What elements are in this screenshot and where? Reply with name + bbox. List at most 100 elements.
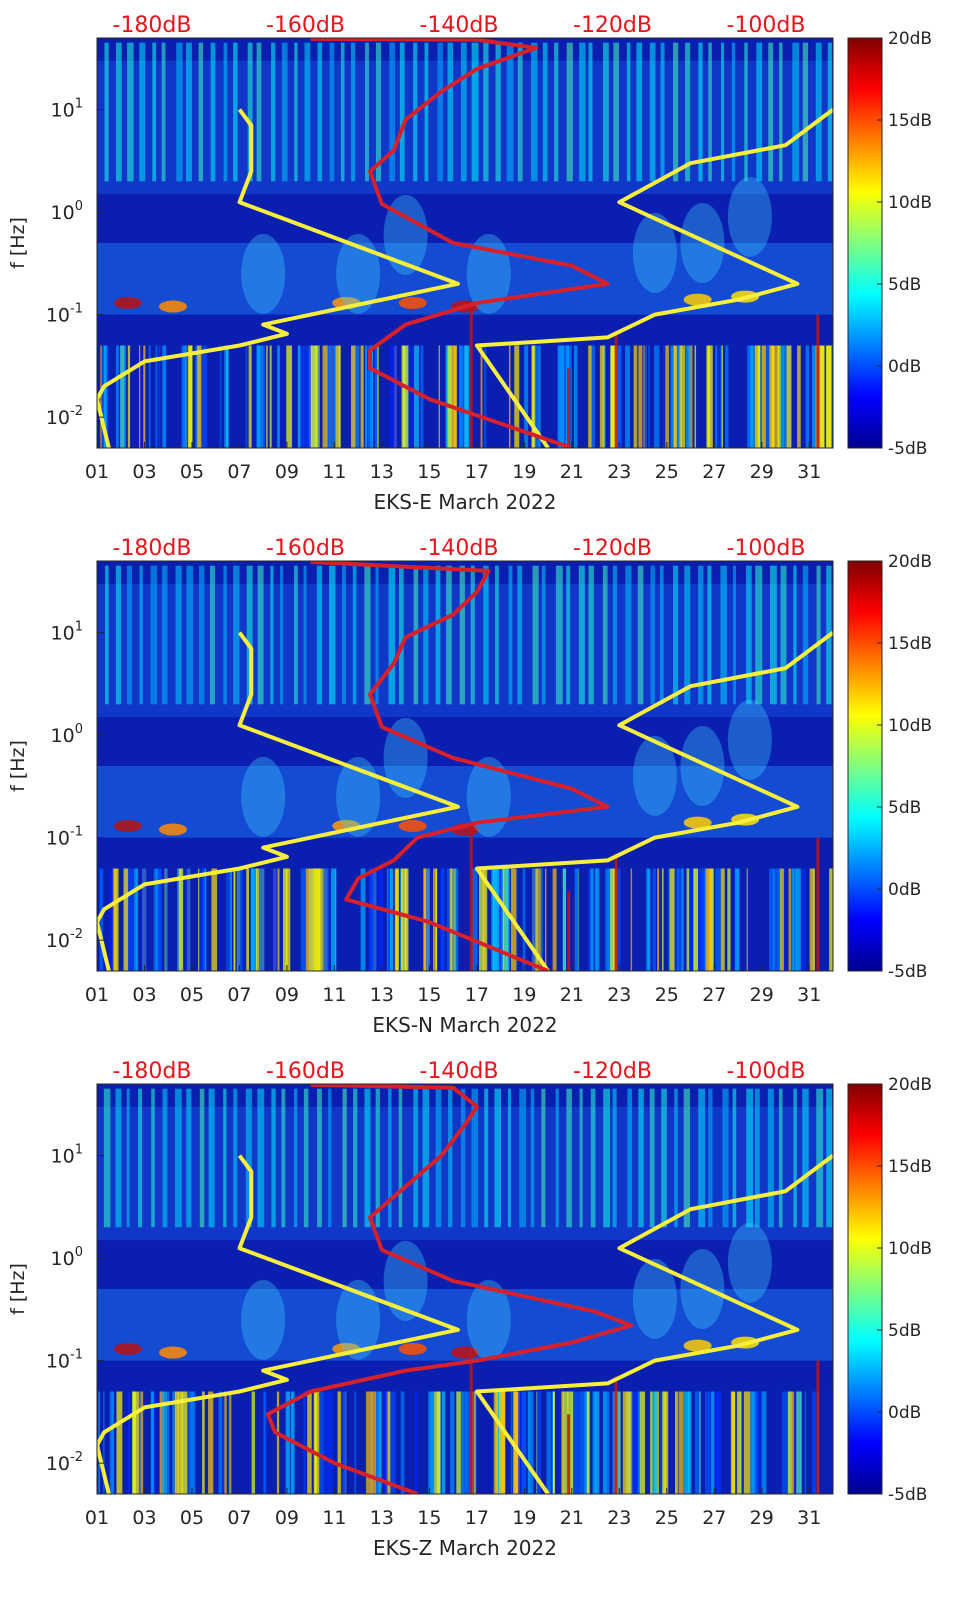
low-freq-column	[105, 345, 107, 448]
low-freq-column	[797, 345, 801, 448]
noise-streak	[507, 1088, 511, 1228]
low-freq-column	[491, 868, 495, 971]
low-freq-column	[667, 345, 671, 448]
low-freq-column	[155, 868, 158, 971]
storm-blob	[158, 1346, 187, 1359]
x-tick-label: 29	[750, 1507, 774, 1529]
event-spike	[567, 1414, 571, 1494]
noise-streak	[684, 565, 691, 705]
low-freq-column	[732, 1391, 736, 1494]
x-tick-label: 03	[132, 1507, 156, 1529]
x-tick-label: 27	[702, 461, 726, 483]
low-freq-column	[334, 868, 336, 971]
noise-streak	[673, 565, 679, 705]
low-freq-column	[602, 1391, 607, 1494]
top-db-label: -160dB	[266, 13, 345, 38]
low-freq-column	[825, 345, 832, 448]
low-freq-column	[434, 868, 438, 971]
y-tick-label: 10-2	[46, 1450, 83, 1475]
x-tick-label: 17	[465, 1507, 489, 1529]
colorbar-label: 20dB	[888, 1075, 932, 1095]
colorbar-gradient	[847, 560, 883, 972]
low-freq-column	[482, 868, 485, 971]
low-freq-column	[460, 1391, 464, 1494]
x-tick-label: 23	[607, 461, 631, 483]
noise-streak	[447, 42, 454, 182]
y-tick-label: 101	[51, 1143, 83, 1168]
low-freq-column	[650, 1391, 653, 1494]
low-freq-column	[589, 868, 594, 971]
noise-streak	[744, 42, 748, 182]
low-freq-column	[754, 1391, 760, 1494]
low-freq-column	[326, 1391, 333, 1494]
low-freq-column	[518, 1391, 524, 1494]
noise-model-curve-2	[474, 630, 833, 971]
low-freq-column	[637, 1391, 639, 1494]
noise-streak	[233, 565, 240, 705]
noise-streak	[673, 42, 679, 182]
colorbar-gradient	[847, 1083, 883, 1495]
low-freq-column	[831, 1391, 833, 1494]
noise-streak	[247, 42, 253, 182]
low-freq-column	[531, 345, 536, 448]
microseism-plume	[632, 1258, 677, 1339]
low-freq-column	[229, 868, 232, 971]
low-freq-column	[749, 345, 755, 448]
noise-streak	[424, 42, 429, 182]
event-spike	[816, 314, 820, 448]
low-freq-column	[386, 868, 392, 971]
low-freq-column	[610, 868, 615, 971]
noise-streak	[210, 42, 216, 182]
low-freq-column	[781, 1391, 788, 1494]
top-db-label: -120dB	[573, 13, 652, 38]
x-tick-label: 01	[85, 1507, 109, 1529]
microseism-plume	[727, 1222, 772, 1303]
low-freq-column	[414, 1391, 418, 1494]
low-freq-column	[647, 868, 651, 971]
low-freq-column	[324, 1391, 327, 1494]
low-freq-column	[586, 1391, 590, 1494]
low-freq-column	[801, 868, 806, 971]
low-freq-column	[778, 868, 782, 971]
low-freq-column	[680, 345, 686, 448]
low-freq-column	[314, 1391, 317, 1494]
low-freq-column	[482, 868, 488, 971]
low-freq-column	[780, 868, 784, 971]
low-freq-column	[354, 1391, 357, 1494]
noise-streak	[459, 565, 465, 705]
low-freq-column	[792, 868, 794, 971]
colorbar-label: -5dB	[888, 439, 927, 459]
noise-streak	[603, 1088, 611, 1228]
low-freq-column	[446, 868, 449, 971]
noise-streak	[223, 565, 227, 705]
low-freq-column	[303, 1391, 306, 1494]
low-freq-column	[269, 345, 272, 448]
microseism-plume	[632, 212, 677, 293]
noise-streak	[531, 42, 538, 182]
noise-streak	[495, 565, 499, 705]
psd-curve	[310, 38, 610, 448]
low-freq-column	[276, 1391, 280, 1494]
low-freq-column	[546, 1391, 552, 1494]
low-freq-column	[389, 345, 395, 448]
low-freq-column	[780, 345, 784, 448]
microseism-plume	[241, 233, 286, 314]
x-tick-label: 17	[465, 984, 489, 1006]
noise-streak	[139, 565, 143, 705]
noise-streak	[793, 1088, 797, 1228]
low-freq-column	[116, 1391, 123, 1494]
low-freq-column	[605, 868, 611, 971]
low-freq-column	[594, 1391, 600, 1494]
noise-streak	[649, 1088, 655, 1228]
noise-streak	[460, 42, 467, 182]
low-freq-column	[323, 868, 330, 971]
low-freq-column	[337, 1391, 340, 1494]
low-freq-column	[592, 1391, 597, 1494]
x-tick-label: 03	[132, 984, 156, 1006]
low-freq-column	[716, 1391, 722, 1494]
low-freq-column	[663, 345, 665, 448]
low-freq-column	[747, 345, 751, 448]
top-db-label: -140dB	[420, 536, 499, 561]
low-freq-column	[456, 1391, 461, 1494]
low-freq-column	[661, 868, 664, 971]
